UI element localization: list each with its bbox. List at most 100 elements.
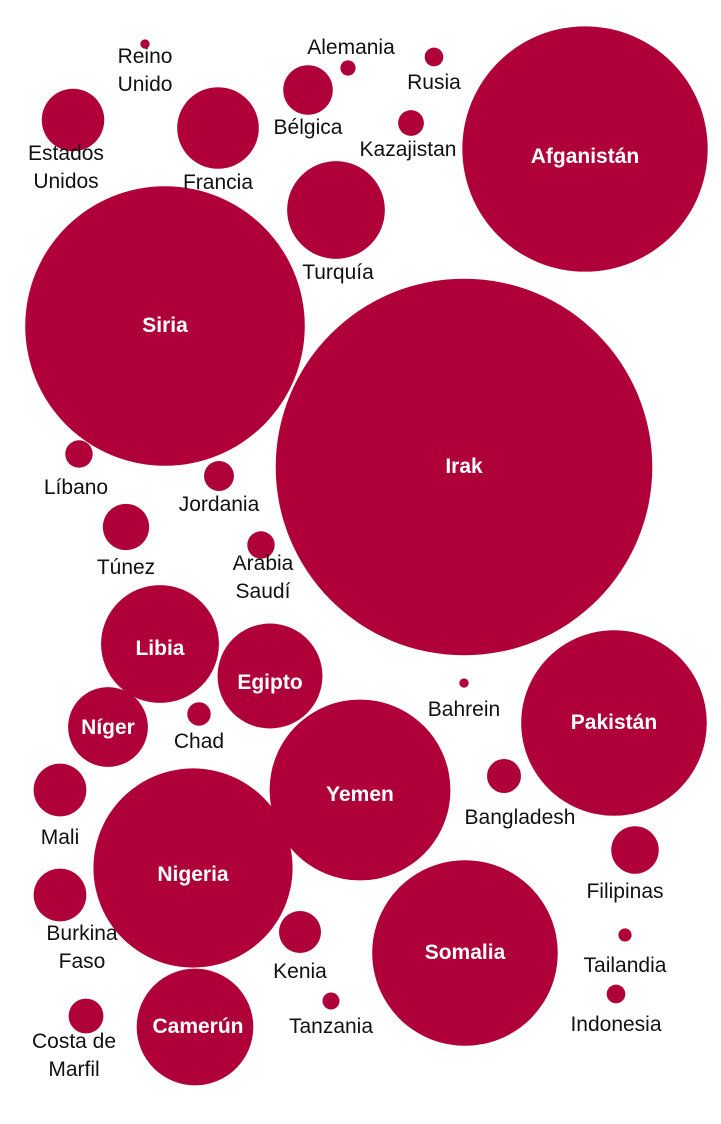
bubble-jordania [204,461,234,491]
label-somalia: Somalia [425,941,506,964]
label-line: Burkina [46,922,118,945]
label-filipinas: Filipinas [586,880,663,903]
label-line: Marfil [48,1058,99,1081]
label-tailandia: Tailandia [584,954,667,977]
bubble-estados-unidos [41,88,105,152]
label-alemania: Alemania [307,36,395,59]
label-line: Unidos [33,170,98,193]
label-kenia: Kenia [273,960,327,983]
label-line: Reino [118,45,173,68]
bubble-chad [187,702,211,726]
label-line: Indonesia [570,1013,661,1036]
bubble-bangladesh [486,758,522,794]
label-line: Estados [28,142,104,165]
bubble-libia [101,585,219,703]
bubble-afganistan [462,26,708,272]
label-line: Nigeria [157,863,229,886]
label-burkina-faso: Burkina Faso [46,922,118,973]
label-line: Siria [142,314,188,337]
label-line: Bangladesh [465,806,576,829]
label-afganistan: Afganistán [531,145,640,168]
bubble-arabia-saudi [247,531,275,559]
label-costa-de-marfil: Costa de Marfil [32,1030,116,1081]
label-arabia-saudi: Arabia Saudí [233,552,294,603]
bubble-camerun [136,968,254,1086]
label-chad: Chad [174,730,224,753]
bubble-tunez [102,503,150,551]
bubble-tanzania [322,992,340,1010]
bubble-alemania [340,60,356,76]
bubble-irak [275,278,653,656]
bubble-mali [33,763,87,817]
label-camerun: Camerún [152,1015,243,1038]
label-line: Afganistán [531,145,640,168]
label-line: Egipto [237,671,302,694]
label-line: Saudí [236,580,291,603]
label-line: Faso [59,950,106,973]
label-line: Arabia [233,552,294,575]
label-line: Kazajistan [360,138,457,161]
label-tanzania: Tanzania [289,1015,373,1038]
label-line: Irak [445,455,483,478]
label-libano: Líbano [44,476,108,499]
bubble-somalia [372,860,558,1046]
label-line: Bélgica [274,116,343,139]
label-line: Costa de [32,1030,116,1053]
label-line: Tanzania [289,1015,373,1038]
label-line: Tailandia [584,954,667,977]
bubble-siria [25,186,305,466]
bubble-reino-unido [140,39,150,49]
label-turquia: Turquía [302,261,374,284]
label-irak: Irak [445,455,483,478]
label-belgica: Bélgica [274,116,343,139]
label-line: Somalia [425,941,506,964]
label-line: Bahrein [428,698,500,721]
label-line: Túnez [97,556,155,579]
label-line: Kenia [273,960,327,983]
bubble-kazajistan [398,110,424,136]
bubble-indonesia [606,984,626,1004]
label-jordania: Jordania [179,493,260,516]
label-line: Líbano [44,476,108,499]
label-niger: Níger [81,716,135,739]
label-line: Rusia [407,71,461,94]
bubble-rusia [424,47,444,67]
label-line: Pakistán [571,711,657,734]
label-line: Alemania [307,36,395,59]
label-rusia: Rusia [407,71,461,94]
label-siria: Siria [142,314,188,337]
bubble-filipinas [611,826,659,874]
label-line: Jordania [179,493,260,516]
label-reino-unido: Reino Unido [118,45,173,96]
bubble-costa-de-marfil [68,998,104,1034]
bubble-libano [65,440,93,468]
label-line: Filipinas [586,880,663,903]
label-estados-unidos: Estados Unidos [28,142,104,193]
label-line: Camerún [152,1015,243,1038]
label-line: Mali [41,826,80,849]
label-line: Turquía [302,261,374,284]
label-line: Chad [174,730,224,753]
label-line: Níger [81,716,135,739]
label-line: Libia [135,637,184,660]
label-nigeria: Nigeria [157,863,229,886]
label-egipto: Egipto [237,671,302,694]
bubble-burkina-faso [33,868,87,922]
bubble-yemen [269,699,451,881]
bubble-belgica [283,65,333,115]
bubble-nigeria [93,768,293,968]
label-mali: Mali [41,826,80,849]
bubble-kenia [278,910,322,954]
label-line: Yemen [326,783,394,806]
label-francia: Francia [183,171,253,194]
label-pakistan: Pakistán [571,711,657,734]
bubble-egipto [217,623,323,729]
bubble-francia [177,87,259,169]
label-bahrein: Bahrein [428,698,500,721]
label-line: Francia [183,171,253,194]
bubble-turquia [287,161,385,259]
label-yemen: Yemen [326,783,394,806]
label-kazajistan: Kazajistan [360,138,457,161]
label-tunez: Túnez [97,556,155,579]
